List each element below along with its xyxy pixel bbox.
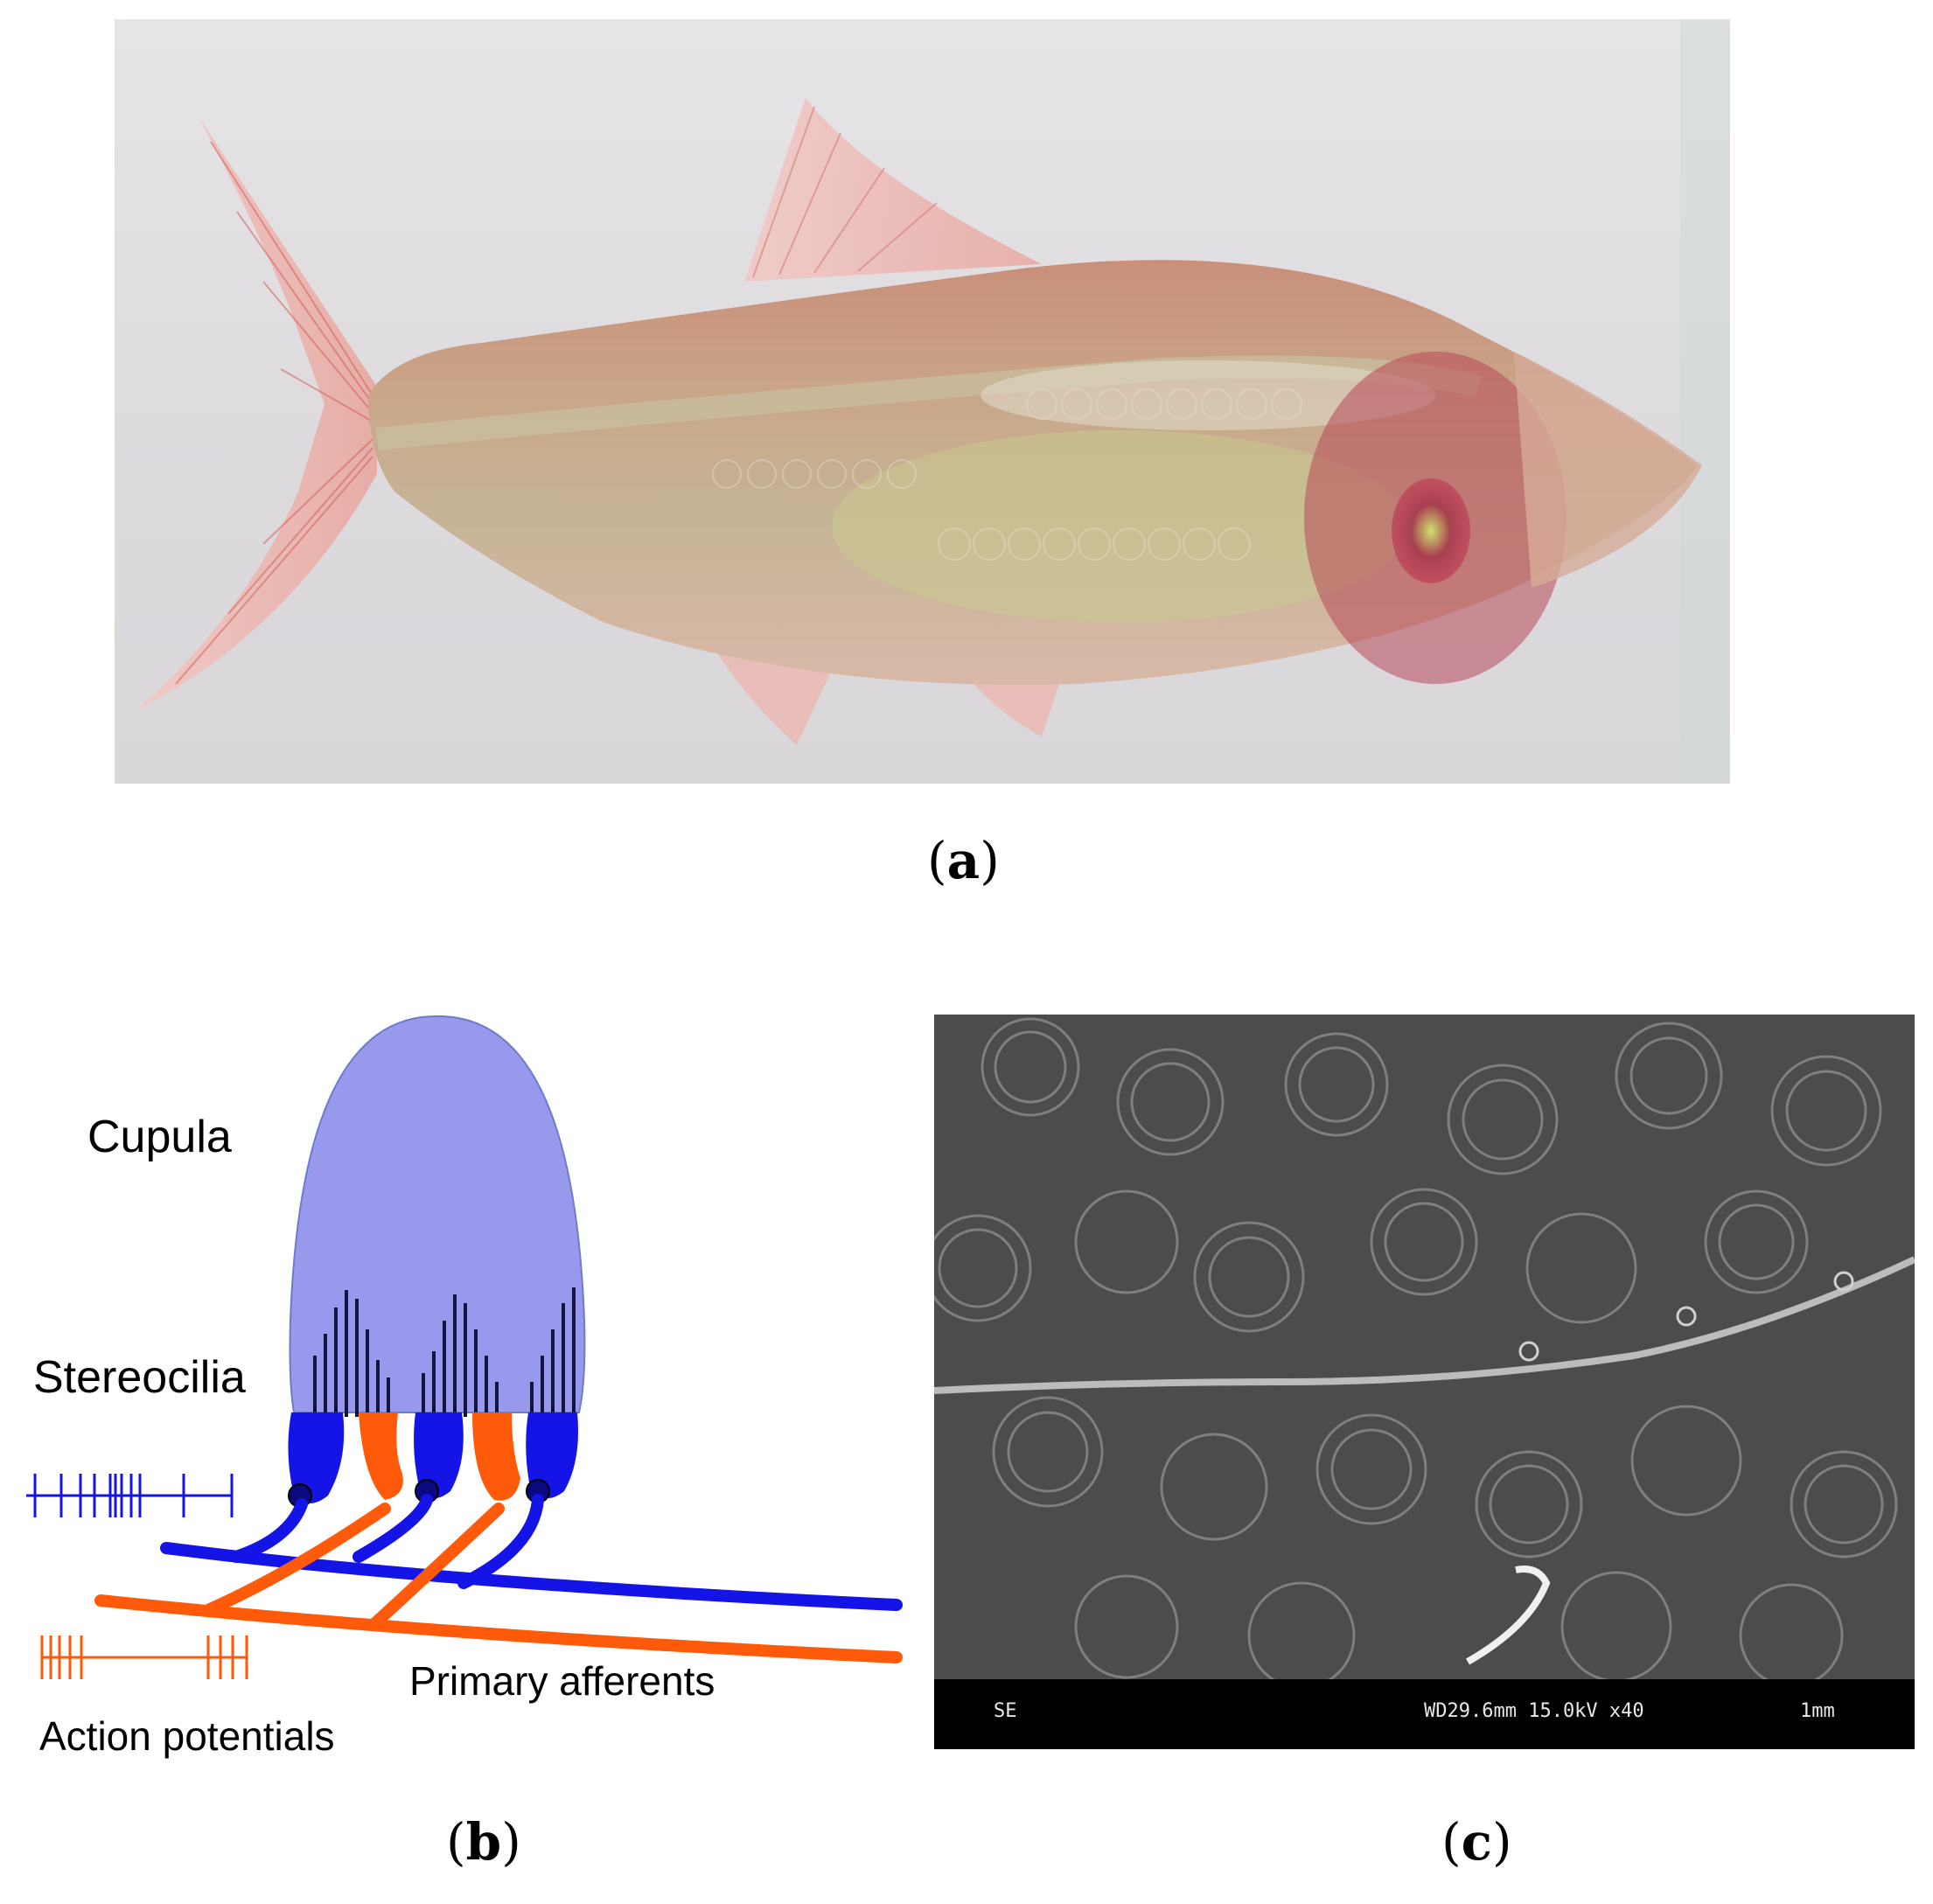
- dorsal-fin: [744, 98, 1042, 282]
- gill-icon: [1392, 478, 1470, 583]
- cupula-shape: [289, 1015, 586, 1413]
- caption-b: (b): [446, 1812, 521, 1872]
- sem-mode: SE: [994, 1700, 1017, 1722]
- neuromast-diagram: [26, 1015, 903, 1679]
- blue-spike-train: [26, 1474, 234, 1517]
- sem-settings: WD29.6mm 15.0kV x40: [1424, 1700, 1644, 1722]
- sem-surface-texture: [934, 1015, 1915, 1690]
- caption-c: (c): [1441, 1812, 1512, 1872]
- stereocilia-label: Stereocilia: [33, 1352, 246, 1403]
- sem-micrograph: SE WD29.6mm 15.0kV x40 1mm: [934, 1015, 1915, 1749]
- canal-pores: [1518, 1271, 1854, 1362]
- lateral-line-canal: [934, 1256, 1915, 1394]
- primary-afferents-label: Primary afferents: [409, 1658, 715, 1704]
- fish-photo: [115, 19, 1730, 784]
- action-potentials-label: Action potentials: [39, 1713, 335, 1759]
- sem-info-bar: SE WD29.6mm 15.0kV x40 1mm: [934, 1679, 1915, 1749]
- cupula-label: Cupula: [87, 1112, 232, 1162]
- primary-afferent-fibres: [94, 1494, 903, 1663]
- stereocilia-bundles: [313, 1287, 576, 1417]
- sem-scale: 1mm: [1800, 1700, 1835, 1722]
- caption-a: (a): [927, 831, 1000, 890]
- hair-cells: [288, 1412, 578, 1508]
- tail-fin: [136, 115, 377, 710]
- orange-spike-train: [40, 1635, 248, 1679]
- fish-illustration: [136, 19, 1730, 784]
